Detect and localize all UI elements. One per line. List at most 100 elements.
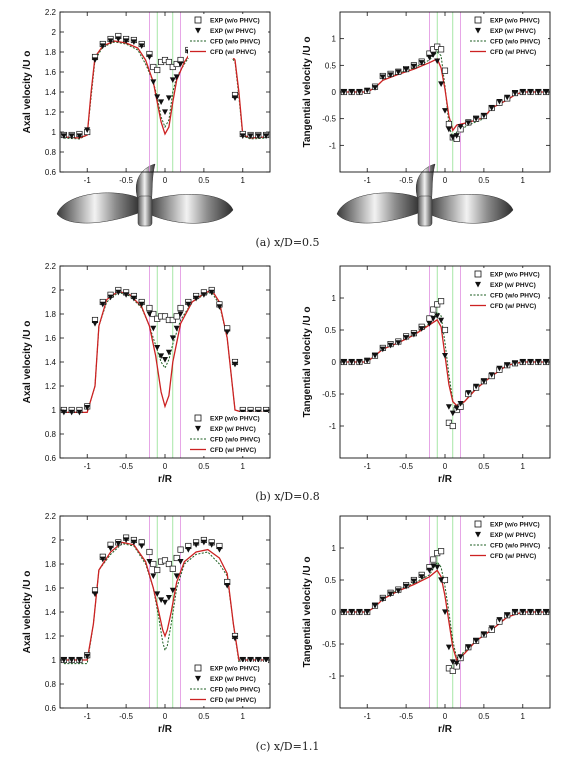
exp-with-phvc-point: [434, 58, 441, 65]
y-tick-label: -0.5: [322, 640, 336, 649]
exp-without-phvc-point: [169, 316, 176, 324]
exp-with-phvc-point: [216, 547, 223, 553]
x-tick-label: -0.5: [399, 176, 413, 185]
exp-with-phvc-point: [150, 325, 157, 332]
y-axis-label: Tangential velocity /U o: [302, 37, 313, 148]
exp-with-phvc-point: [504, 362, 511, 369]
exp-without-phvc-point: [165, 58, 172, 66]
exp-with-phvc-point: [68, 409, 75, 416]
y-tick-label: 0.6: [45, 704, 57, 713]
exp-with-phvc-point: [372, 85, 378, 91]
exp-with-phvc-point: [107, 294, 114, 301]
exp-with-phvc-point: [76, 409, 83, 416]
exp-with-phvc-point: [387, 72, 394, 78]
y-tick-label: 2.2: [45, 8, 57, 17]
exp-without-phvc-point: [173, 313, 180, 320]
exp-with-phvc-point: [356, 359, 363, 365]
exp-with-phvc-point: [395, 69, 402, 76]
exp-with-phvc-point: [162, 357, 168, 363]
exp-with-phvc-point: [130, 539, 137, 546]
exp-without-phvc-point: [177, 546, 184, 553]
exp-with-phvc-point: [158, 99, 165, 105]
legend-square-marker: [194, 16, 202, 24]
exp-with-phvc-point: [527, 609, 534, 615]
exp-without-phvc-point: [169, 565, 176, 572]
exp-with-phvc-point: [430, 52, 437, 58]
exp-with-phvc-point: [410, 63, 417, 70]
exp-without-phvc-point: [441, 67, 449, 74]
exp-with-phvc-point: [465, 644, 472, 651]
exp-with-phvc-point: [92, 57, 98, 63]
legend-label: EXP (w/o PHVC): [490, 522, 540, 529]
exp-without-phvc-point: [177, 304, 184, 312]
chart-panel-1: -1 -0.5 0 0.5 1 0.6 0.8 1 1.2 1.4 1.6 1.8 2 2.2 Axal v…: [22, 8, 271, 227]
exp-without-phvc-point: [449, 422, 456, 430]
exp-with-phvc-point: [535, 359, 542, 365]
exp-with-phvc-point: [442, 353, 448, 359]
legend-label: CFD (w/ PHVC): [490, 303, 536, 310]
exp-without-phvc-point: [438, 46, 445, 53]
y-tick-label: 1: [332, 35, 337, 44]
exp-with-phvc-point: [512, 360, 518, 367]
exp-with-phvc-point: [535, 609, 542, 615]
legend-label: CFD (w/o PHVC): [490, 293, 540, 300]
exp-with-phvc-point: [488, 105, 495, 111]
exp-with-phvc-point: [418, 574, 425, 580]
legend: EXP (w/o PHVC) EXP (w/ PHVC) CFD (w/o PHVC…: [468, 268, 548, 312]
exp-with-phvc-point: [138, 543, 145, 549]
x-tick-label: 0: [163, 712, 168, 721]
exp-without-phvc-point: [445, 419, 452, 426]
exp-with-phvc-point: [356, 89, 363, 95]
exp-with-phvc-point: [496, 617, 503, 623]
x-tick-label: 0.5: [198, 462, 210, 471]
legend-label: CFD (w/ PHVC): [210, 49, 256, 56]
y-tick-label: 2: [52, 28, 57, 37]
exp-with-phvc-point: [395, 340, 402, 346]
propeller-image: [56, 163, 234, 227]
x-tick-label: -1: [84, 176, 92, 185]
exp-with-phvc-point: [372, 603, 378, 609]
x-tick-label: 1: [521, 462, 526, 471]
x-tick-label: 0: [163, 462, 168, 471]
exp-with-phvc-point: [496, 365, 503, 372]
exp-with-phvc-point: [169, 587, 176, 594]
legend-label: EXP (w/ PHVC): [210, 28, 256, 35]
exp-with-phvc-point: [453, 133, 460, 139]
legend-label: EXP (w/ PHVC): [490, 28, 536, 35]
legend-triangle-marker: [475, 531, 481, 538]
exp-with-phvc-point: [158, 597, 165, 603]
y-tick-label: 1: [52, 406, 57, 415]
y-tick-label: 1.4: [45, 358, 57, 367]
y-tick-label: 1.2: [45, 632, 57, 641]
y-tick-label: 2: [52, 286, 57, 295]
exp-with-phvc-point: [426, 54, 433, 61]
chart-panel-4: -1 -0.5 0 0.5 1 -1 -0.5 0 0.5 1 r/R Tangential velo…: [302, 265, 551, 485]
exp-with-phvc-point: [403, 67, 410, 73]
exp-with-phvc-point: [434, 313, 441, 319]
exp-with-phvc-point: [434, 564, 441, 571]
exp-with-phvc-point: [465, 120, 472, 126]
exp-with-phvc-point: [76, 657, 83, 663]
legend-square-marker: [194, 664, 202, 672]
exp-with-phvc-point: [138, 301, 145, 308]
exp-with-phvc-point: [364, 358, 371, 364]
exp-with-phvc-point: [379, 596, 386, 603]
exp-with-phvc-point: [173, 325, 180, 332]
exp-with-phvc-point: [348, 89, 355, 95]
exp-with-phvc-point: [512, 90, 518, 97]
exp-with-phvc-point: [364, 609, 371, 615]
exp-with-phvc-point: [162, 599, 168, 606]
exp-with-phvc-point: [216, 304, 223, 310]
legend-label: CFD (w/o PHVC): [210, 687, 260, 694]
y-tick-label: 0.8: [45, 430, 57, 439]
exp-with-phvc-point: [107, 545, 114, 552]
exp-with-phvc-point: [115, 36, 122, 42]
y-tick-label: 2: [52, 536, 57, 545]
exp-without-phvc-point: [441, 326, 449, 334]
exp-with-phvc-point: [527, 359, 534, 365]
legend-square-marker: [194, 414, 202, 422]
x-tick-label: 1: [521, 176, 526, 185]
exp-with-phvc-point: [200, 292, 207, 298]
exp-with-phvc-point: [403, 335, 410, 341]
